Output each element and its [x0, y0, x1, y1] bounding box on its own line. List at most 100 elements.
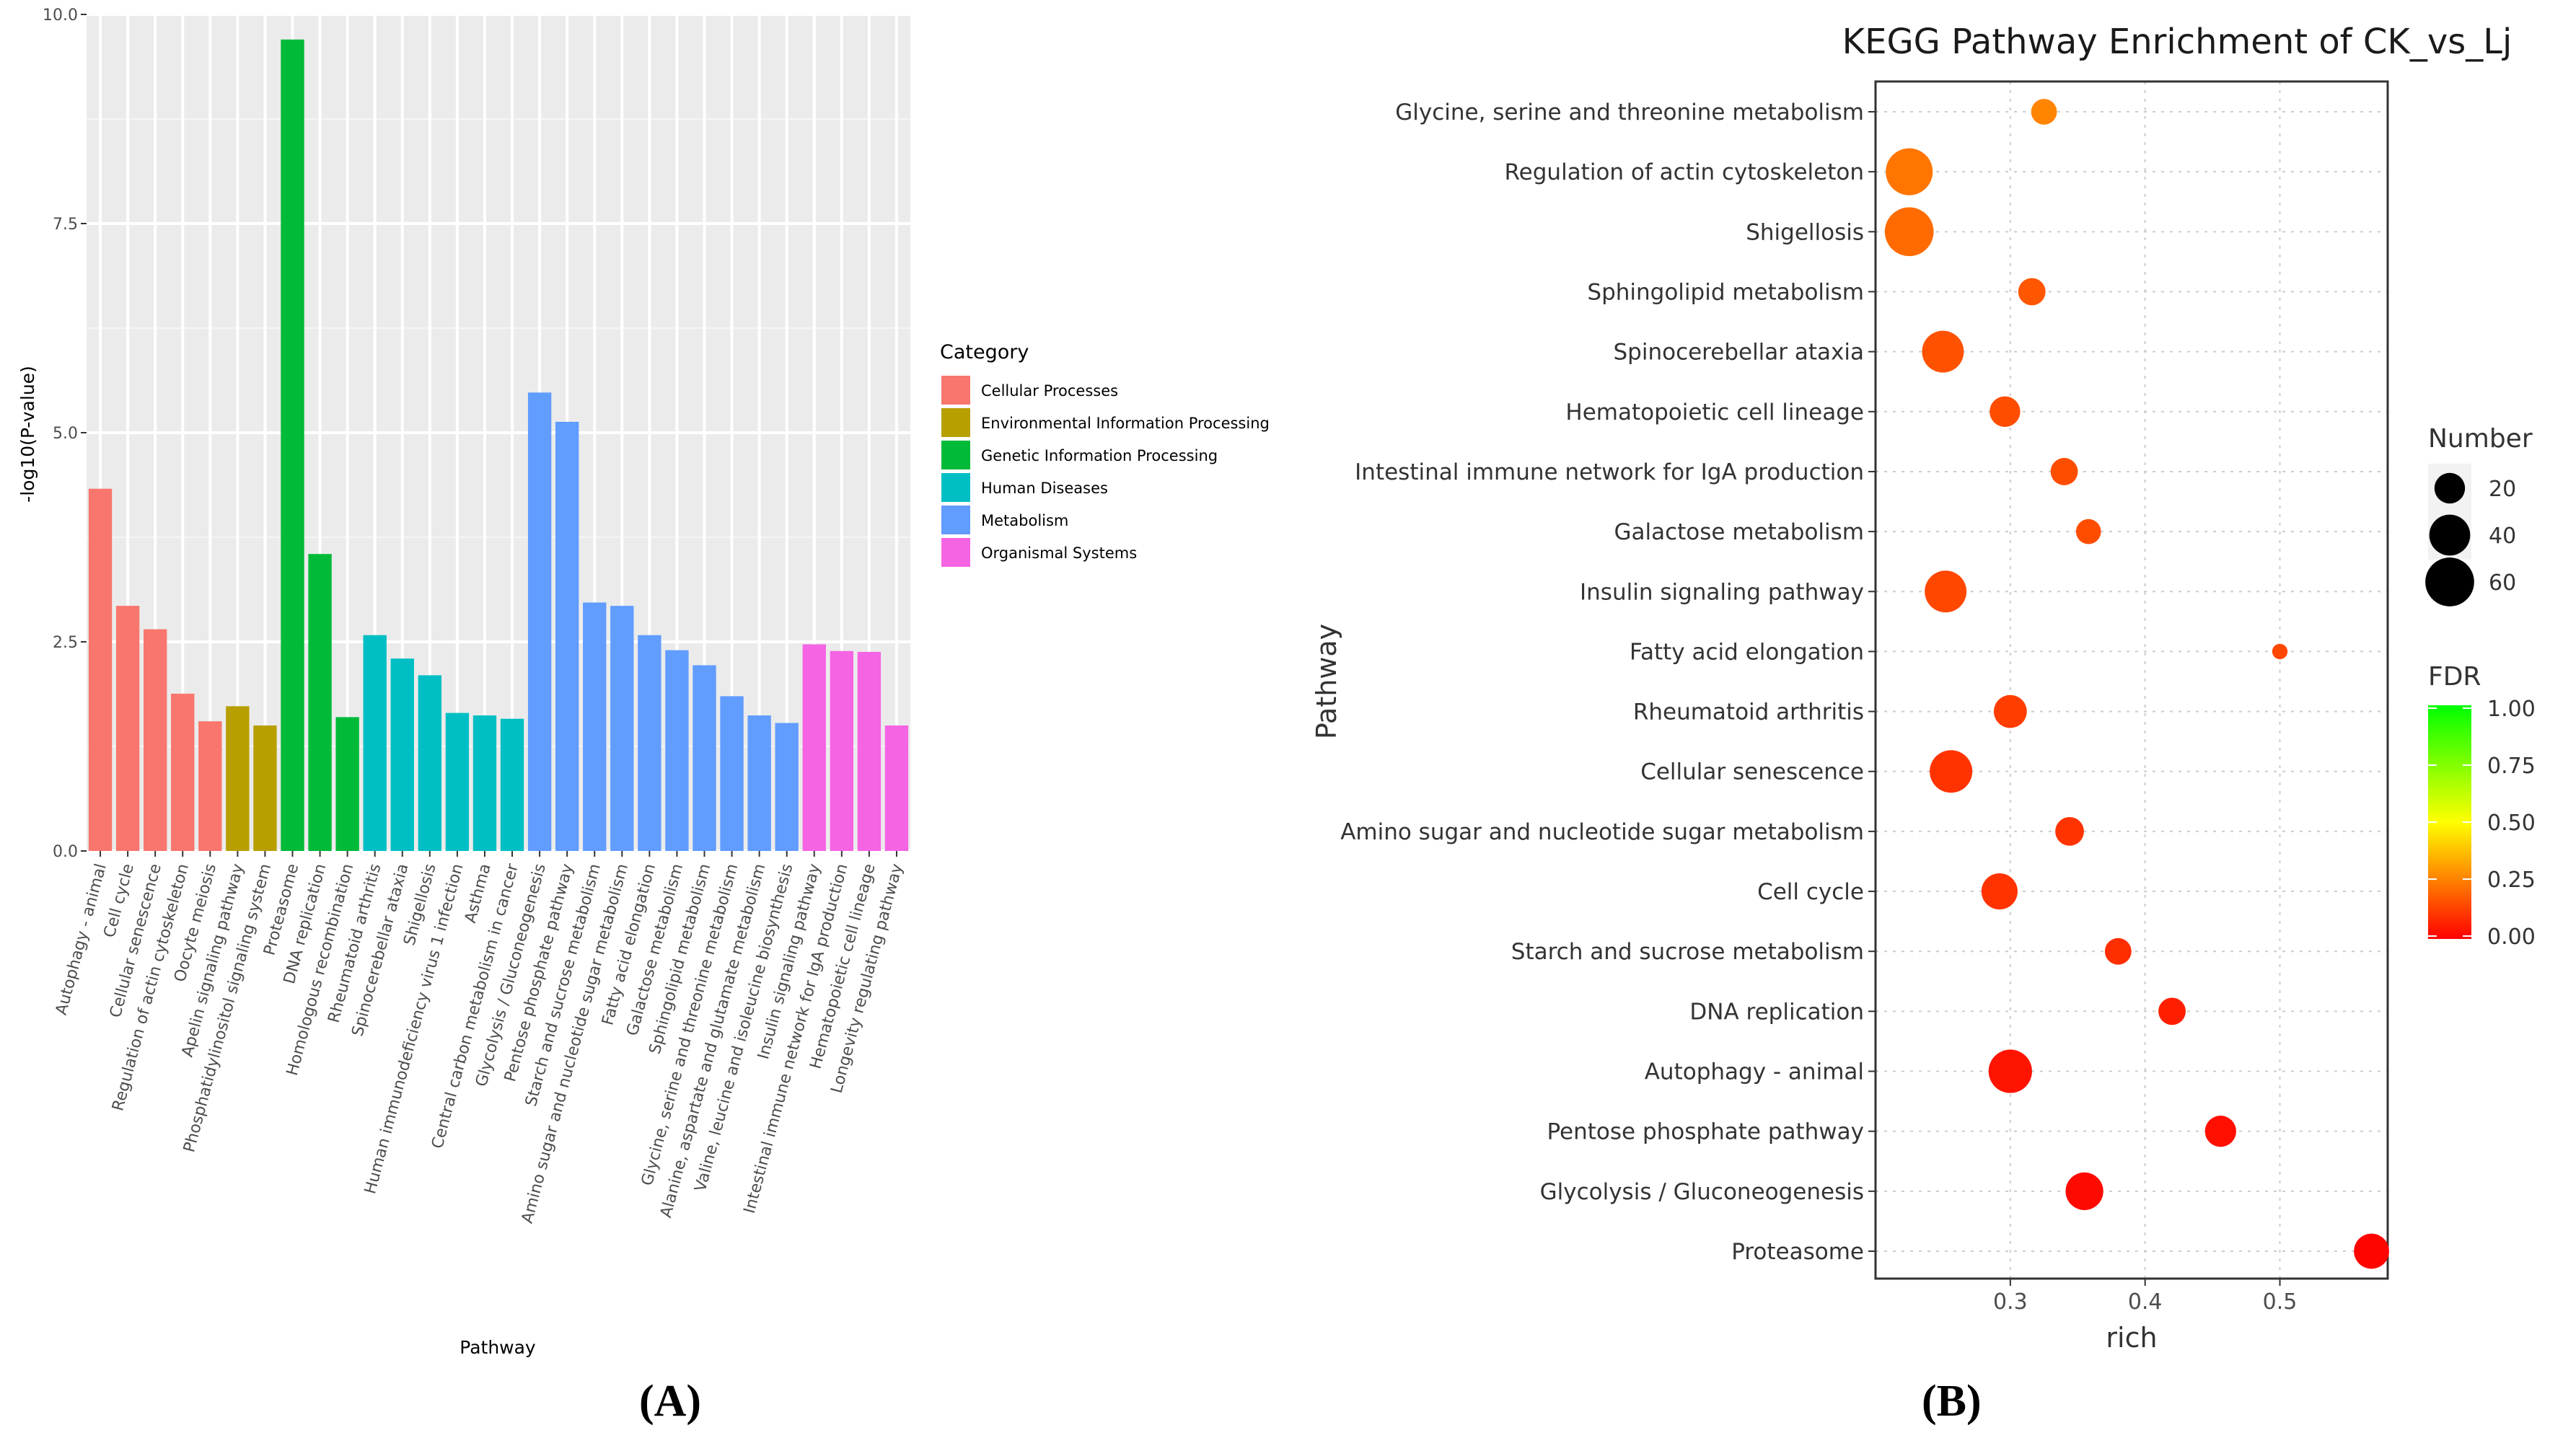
- point: [1884, 207, 1934, 257]
- legend-label: Genetic Information Processing: [981, 447, 1218, 464]
- y-tick-label: Intestinal immune network for IgA produc…: [1355, 459, 1864, 485]
- size-legend-circle: [2425, 557, 2474, 606]
- bar: [500, 718, 524, 851]
- legend-swatch: [941, 408, 970, 437]
- bar: [857, 651, 881, 851]
- point: [1922, 330, 1964, 373]
- point: [2075, 519, 2101, 544]
- legend-swatch: [941, 441, 970, 469]
- bar: [665, 650, 689, 851]
- x-tick-label: 0.5: [2263, 1289, 2298, 1315]
- bar: [253, 725, 277, 851]
- size-legend-circle: [2434, 472, 2466, 504]
- bar: [555, 421, 579, 851]
- x-axis-title: Pathway: [460, 1337, 536, 1358]
- legend-swatch: [941, 538, 970, 567]
- size-legend-label: 60: [2489, 570, 2516, 596]
- plot-border: [1874, 80, 2389, 1280]
- x-tick-label: Autophagy - animal: [53, 862, 110, 1017]
- point: [2354, 1233, 2389, 1269]
- bar: [226, 706, 250, 851]
- bar: [720, 696, 744, 851]
- y-tick-label: Cell cycle: [1757, 879, 1864, 905]
- bar: [638, 635, 661, 851]
- bar: [198, 721, 222, 851]
- y-tick-label: Spinocerebellar ataxia: [1613, 340, 1864, 366]
- bar: [802, 644, 826, 851]
- size-legend-label: 40: [2489, 524, 2516, 549]
- y-tick-label: Regulation of actin cytoskeleton: [1505, 159, 1864, 185]
- x-axis-title: rich: [2106, 1322, 2157, 1354]
- y-tick-label: Glycolysis / Gluconeogenesis: [1540, 1179, 1864, 1205]
- point: [2050, 458, 2078, 485]
- point: [1925, 570, 1967, 613]
- color-legend-label: 0.25: [2487, 868, 2536, 893]
- legend-label: Organismal Systems: [981, 544, 1137, 562]
- legend-label: Cellular Processes: [981, 382, 1118, 400]
- bar: [335, 717, 359, 851]
- y-tick-label: Amino sugar and nucleotide sugar metabol…: [1340, 819, 1864, 845]
- y-tick-label: 2.5: [53, 634, 78, 652]
- legend-swatch: [941, 376, 970, 405]
- bar: [830, 650, 854, 851]
- y-tick-label: Cellular senescence: [1640, 759, 1864, 785]
- y-tick-label: Hematopoietic cell lineage: [1565, 400, 1864, 425]
- color-legend-label: 0.75: [2487, 754, 2536, 779]
- y-tick-label: 5.0: [53, 425, 78, 443]
- y-tick-label: 10.0: [43, 6, 78, 25]
- y-tick-label: Pentose phosphate pathway: [1547, 1119, 1864, 1145]
- color-legend-label: 1.00: [2487, 697, 2536, 722]
- bar: [775, 723, 799, 851]
- color-legend-label: 0.00: [2487, 925, 2536, 950]
- panel-label-b: (B): [1922, 1377, 1982, 1426]
- y-tick-label: DNA replication: [1689, 999, 1864, 1025]
- bar: [693, 665, 716, 851]
- panel-b-bubble-chart: KEGG Pathway Enrichment of CK_vs_Lj 0.3 0.…: [1311, 22, 2536, 1354]
- bar: [281, 39, 304, 851]
- bar: [115, 606, 140, 851]
- y-tick-label: Galactose metabolism: [1614, 519, 1864, 545]
- legend-swatch: [941, 506, 970, 534]
- point: [1930, 750, 1973, 793]
- chart-title: KEGG Pathway Enrichment of CK_vs_Lj: [1842, 22, 2512, 62]
- bar: [747, 715, 771, 851]
- bar: [527, 392, 552, 851]
- x-tick-label: 0.3: [1993, 1289, 2028, 1315]
- point: [1886, 148, 1933, 195]
- bar: [171, 693, 195, 851]
- point: [2204, 1116, 2236, 1147]
- bar: [472, 715, 497, 851]
- bar: [308, 554, 332, 851]
- size-legend-title: Number: [2428, 424, 2533, 454]
- bar: [390, 658, 414, 851]
- point: [2031, 99, 2057, 125]
- bar: [610, 606, 634, 851]
- point: [1990, 396, 2021, 428]
- point: [2272, 643, 2288, 660]
- legend-label: Human Diseases: [981, 480, 1108, 497]
- point: [2055, 817, 2084, 846]
- y-axis-title: Pathway: [1311, 624, 1342, 739]
- point: [1993, 694, 2027, 728]
- bar: [884, 725, 909, 851]
- legend-swatch: [941, 473, 970, 502]
- bar: [143, 629, 167, 851]
- x-tick-label: 0.4: [2128, 1289, 2163, 1315]
- legend-label: Metabolism: [981, 512, 1068, 529]
- point: [2104, 937, 2132, 965]
- y-tick-label: Glycine, serine and threonine metabolism: [1395, 100, 1864, 125]
- point: [2158, 997, 2186, 1025]
- size-legend-label: 20: [2489, 477, 2516, 502]
- legend-label: Environmental Information Processing: [981, 415, 1270, 432]
- y-tick-label: Insulin signaling pathway: [1580, 579, 1864, 605]
- y-tick-label: Shigellosis: [1746, 219, 1864, 245]
- point: [2065, 1172, 2103, 1210]
- y-tick-label: Fatty acid elongation: [1630, 639, 1864, 665]
- color-legend-label: 0.50: [2487, 811, 2536, 836]
- point: [1981, 873, 2018, 910]
- y-tick-label: Sphingolipid metabolism: [1587, 279, 1864, 305]
- y-tick-label: 7.5: [53, 216, 78, 234]
- y-tick-label: Rheumatoid arthritis: [1633, 700, 1864, 725]
